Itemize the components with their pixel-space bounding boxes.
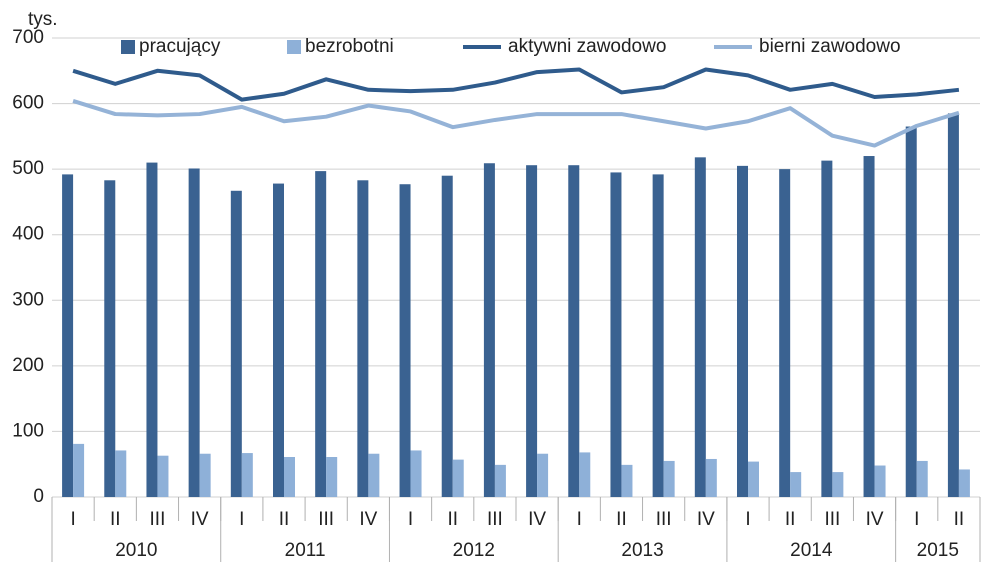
bar: [832, 472, 844, 497]
bar: [790, 472, 802, 497]
bar: [452, 459, 464, 497]
bar: [146, 162, 158, 498]
x-tick-label: I: [408, 509, 413, 530]
x-tick-label: I: [239, 509, 244, 530]
x-tick-label: IV: [528, 509, 546, 530]
legend-label: bierni zawodowo: [759, 36, 901, 57]
group-label: 2012: [453, 540, 495, 561]
bar: [188, 168, 200, 498]
bar: [157, 455, 169, 497]
x-tick-label: III: [150, 509, 166, 530]
x-tick-label: III: [824, 509, 840, 530]
bar: [230, 190, 242, 497]
bar: [610, 172, 622, 497]
bar: [652, 174, 664, 498]
bar: [326, 457, 338, 497]
bar: [199, 453, 211, 497]
x-tick-label: III: [656, 509, 672, 530]
bar: [526, 165, 538, 498]
y-tick-label: 300: [12, 289, 44, 310]
x-tick-label: III: [487, 509, 503, 530]
x-tick-label: I: [914, 509, 919, 530]
line: [72, 67, 960, 102]
legend-label: aktywni zawodowo: [508, 36, 666, 57]
bar: [694, 157, 706, 497]
y-tick-label: 600: [12, 93, 44, 114]
x-tick-label: II: [616, 509, 627, 530]
y-tick-label: 500: [12, 158, 44, 179]
bar: [748, 461, 759, 497]
bar: [863, 156, 875, 497]
bar: [905, 126, 917, 498]
bar: [874, 465, 886, 497]
x-tick-label: I: [70, 509, 75, 530]
legend-swatch: [287, 40, 301, 54]
group-label: 2013: [621, 540, 663, 561]
bar: [410, 450, 422, 497]
x-tick-label: I: [577, 509, 582, 530]
bar: [241, 453, 253, 497]
x-tick-label: II: [954, 509, 965, 530]
group-label: 2014: [790, 540, 833, 561]
bar: [705, 458, 717, 497]
y-tick-label: 400: [12, 224, 44, 245]
y-tick-label: 100: [12, 420, 44, 441]
x-tick-label: IV: [191, 509, 209, 530]
bar: [579, 452, 591, 497]
bar: [537, 453, 549, 497]
x-tick-label: IV: [359, 509, 377, 530]
bar: [621, 464, 633, 497]
bar: [494, 464, 506, 497]
line: [72, 99, 960, 148]
bar: [483, 163, 495, 497]
x-tick-label: IV: [866, 509, 884, 530]
bar: [958, 469, 970, 497]
bar: [73, 443, 85, 497]
x-tick-label: II: [110, 509, 121, 530]
x-tick-label: III: [318, 509, 334, 530]
unit-label: tys.: [28, 9, 58, 30]
bar: [916, 460, 928, 497]
group-label: 2010: [115, 540, 157, 561]
y-tick-label: 200: [12, 355, 44, 376]
bar: [737, 165, 748, 497]
legend-label: bezrobotni: [305, 36, 394, 57]
bar: [62, 174, 74, 498]
bar: [357, 180, 369, 498]
x-tick-label: II: [279, 509, 290, 530]
bar: [315, 171, 327, 498]
legend-label: pracujący: [139, 36, 221, 57]
x-tick-label: II: [785, 509, 796, 530]
x-tick-label: IV: [697, 509, 715, 530]
group-label: 2015: [917, 540, 959, 561]
bar: [821, 160, 833, 497]
bar: [399, 184, 411, 497]
x-tick-label: II: [447, 509, 458, 530]
bar: [104, 180, 116, 498]
bar: [273, 183, 284, 497]
group-label: 2011: [285, 540, 326, 561]
bar: [284, 457, 295, 497]
y-tick-label: 700: [12, 27, 44, 48]
bar: [947, 113, 959, 498]
y-tick-label: 0: [33, 486, 44, 507]
bar: [568, 165, 580, 498]
bar: [779, 169, 791, 497]
legend-swatch: [121, 40, 135, 54]
x-tick-label: I: [745, 509, 750, 530]
bar: [441, 175, 453, 497]
bar: [368, 453, 380, 497]
bar: [663, 460, 675, 497]
bar: [115, 450, 127, 497]
